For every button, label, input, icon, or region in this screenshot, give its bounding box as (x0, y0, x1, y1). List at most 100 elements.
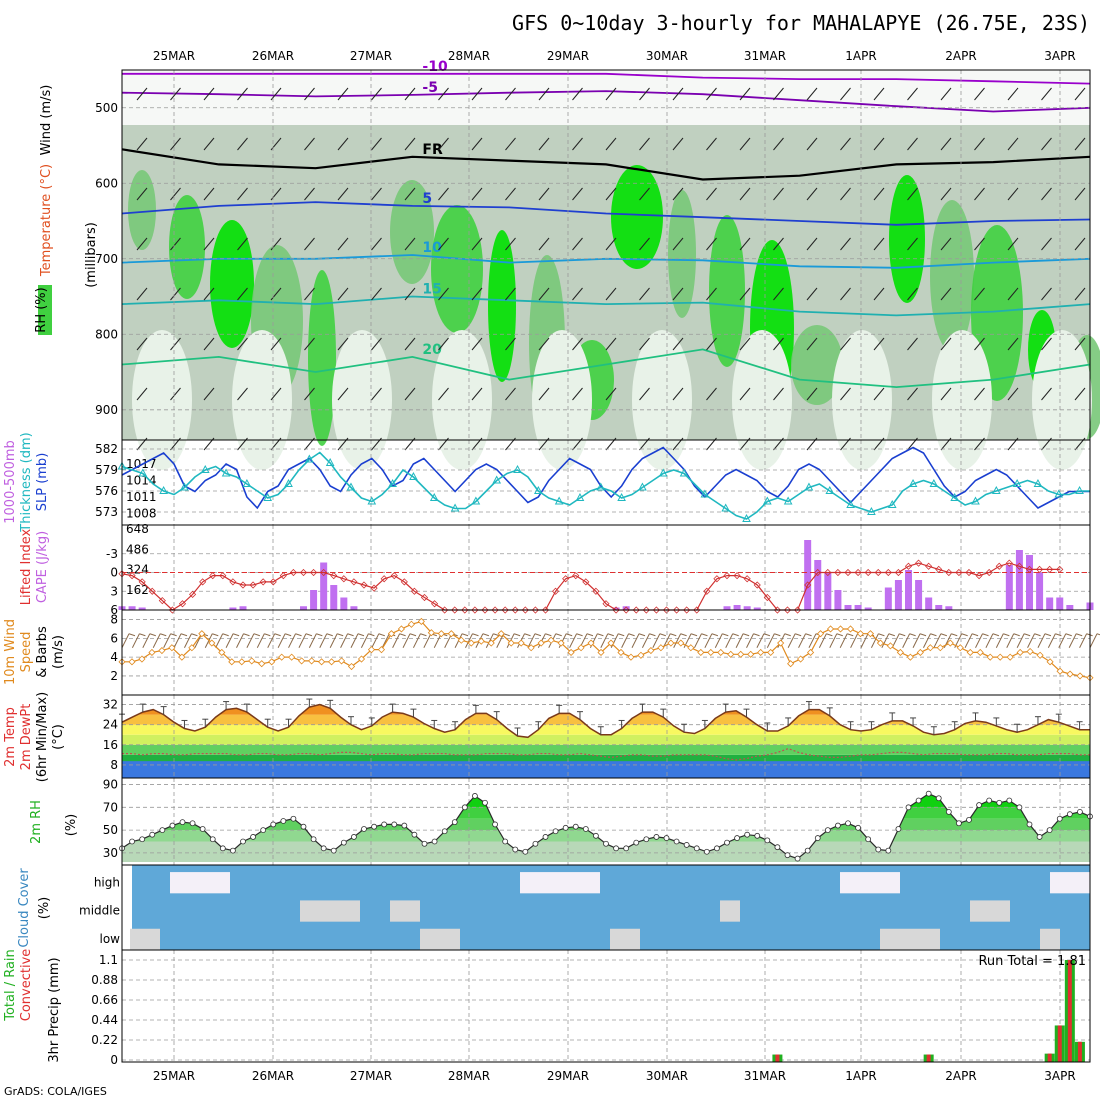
wind-barb (773, 187, 784, 201)
wind-barb (438, 87, 449, 101)
wind-barb (304, 137, 315, 151)
wind-barb (237, 337, 248, 351)
wind-barb (605, 87, 617, 101)
wind-barb (1074, 237, 1086, 251)
cape-bar (138, 607, 146, 610)
wind-barb (136, 187, 148, 201)
wind-barb-10m (652, 633, 661, 648)
wind-barb-flag (638, 633, 646, 637)
wind-barb (438, 337, 449, 351)
wind-barb-10m (225, 633, 234, 648)
li-marker (925, 562, 933, 570)
wind-barb (538, 87, 550, 101)
bottom-date-label: 28MAR (448, 1069, 490, 1083)
wind-barb-flag (253, 633, 261, 637)
wind-speed-marker (248, 657, 256, 665)
series-marker (409, 471, 418, 480)
wind-barb (873, 87, 885, 101)
y-tick-label: 8 (110, 758, 118, 772)
wind-barb (806, 337, 818, 351)
rh-dry-blob (232, 330, 292, 470)
y-tick-label-right: 1008 (126, 507, 157, 521)
wind-speed-marker (836, 625, 845, 633)
wind-barb-flag (534, 633, 542, 637)
wind-barb (706, 337, 717, 351)
wind-barb (605, 237, 617, 251)
wind-barb-flag (878, 633, 885, 637)
rh-marker (593, 832, 599, 839)
wind-barb (1074, 387, 1086, 401)
wind-speed-marker (816, 630, 825, 638)
series-marker (825, 485, 835, 494)
rh-marker (724, 839, 730, 846)
wind-barb (471, 187, 483, 201)
wind-barb (304, 87, 315, 101)
wind-barb (773, 337, 784, 351)
cape-bar (834, 590, 842, 610)
wind-barb-flag (264, 633, 271, 637)
rh-marker (330, 847, 337, 854)
y-tick-label: 700 (95, 252, 118, 266)
series-marker (471, 496, 481, 505)
wind-speed-marker (567, 648, 575, 657)
wind-barb (706, 287, 717, 301)
rh-marker (421, 840, 428, 847)
temp-band (122, 704, 1090, 715)
li-marker (945, 568, 953, 577)
rh-blob (210, 220, 254, 348)
wind-barb (907, 87, 918, 101)
series-marker (221, 468, 231, 477)
wind-barb (940, 387, 952, 401)
wind-barb (773, 137, 784, 151)
temp-band (122, 754, 1090, 765)
wind-barb (505, 237, 516, 251)
rh-marker (663, 835, 670, 841)
wind-speed-marker (1016, 648, 1024, 657)
li-marker (673, 606, 681, 614)
y-axis-label: (m/s) (51, 635, 66, 669)
li-marker (178, 600, 187, 608)
wind-speed-marker (1046, 658, 1054, 666)
li-marker (955, 568, 963, 577)
wind-barb (940, 337, 952, 351)
y-tick-label: 573 (95, 505, 118, 519)
wind-barb-flag (368, 633, 375, 637)
wind-barb (907, 287, 918, 301)
y-tick-label-right: 1011 (126, 490, 157, 504)
rh-blob (791, 325, 843, 405)
wind-speed-marker (797, 655, 805, 663)
li-marker (189, 590, 197, 598)
rh-band (122, 807, 1090, 819)
top-date-label: 30MAR (646, 49, 688, 63)
wind-speed-marker (657, 644, 665, 652)
wind-barb (203, 137, 215, 151)
wind-barb-10m (756, 633, 765, 648)
series-marker (138, 468, 148, 477)
bottom-date-label: 3APR (1044, 1069, 1075, 1083)
wind-speed-marker (976, 648, 984, 657)
cape-bar (884, 587, 892, 610)
precip-convective-bar (775, 1054, 780, 1062)
li-marker (783, 606, 792, 614)
cloud-level-label: middle (79, 904, 120, 918)
wind-barb-10m (746, 633, 754, 648)
cape-bar (612, 607, 620, 610)
series-marker (1054, 489, 1064, 498)
wind-barb-flag (1055, 633, 1062, 637)
rh-dry-blob (332, 330, 392, 470)
y-tick-label: 4 (110, 650, 118, 664)
y-tick-label: 579 (95, 463, 118, 477)
rh-marker (865, 836, 872, 843)
wind-speed-marker (787, 660, 795, 668)
rh-dry-blob (1032, 330, 1092, 470)
wind-barb (404, 287, 416, 301)
wind-barb (840, 137, 851, 151)
li-marker (199, 578, 207, 586)
cape-bar (350, 606, 358, 610)
precip-convective-bar (1047, 1053, 1052, 1062)
rh-marker (905, 804, 912, 811)
credit-text: GrADS: COLA/IGES (4, 1085, 107, 1098)
wind-barb (1007, 187, 1019, 201)
li-marker (219, 572, 227, 580)
rh-marker (411, 831, 418, 838)
